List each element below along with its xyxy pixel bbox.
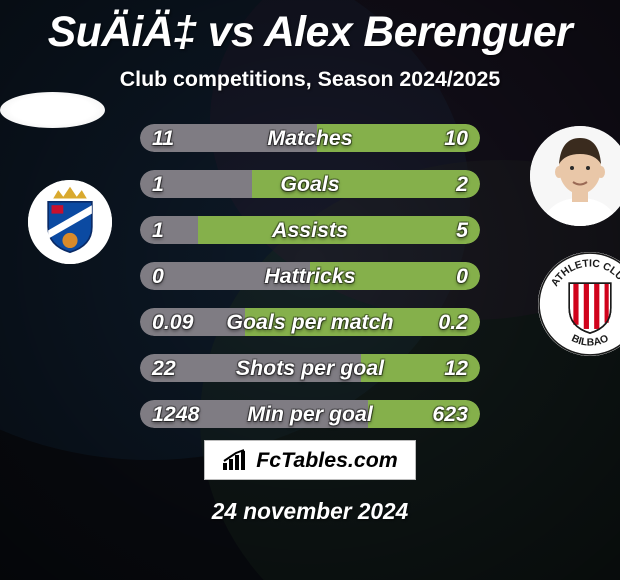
stat-label: Matches <box>140 124 480 152</box>
stat-value-right: 10 <box>444 124 468 152</box>
player-right-avatar <box>530 126 620 226</box>
fctables-logo-icon <box>222 449 250 471</box>
watermark-text: FcTables.com <box>256 448 397 473</box>
stats-container: Matches1110Goals12Assists15Hattricks00Go… <box>140 124 480 446</box>
stat-value-right: 5 <box>456 216 468 244</box>
stat-label: Goals <box>140 170 480 198</box>
stat-value-left: 1248 <box>152 400 199 428</box>
stat-row: Hattricks0 0 <box>140 262 480 290</box>
stat-value-left: 22 <box>152 354 176 382</box>
stat-row: Matches11 10 <box>140 124 480 152</box>
stat-value-right: 0 <box>456 262 468 290</box>
player-left-club-badge <box>28 180 112 264</box>
watermark-box: FcTables.com <box>204 440 416 480</box>
stat-value-right: 0.2 <box>438 308 468 336</box>
subtitle: Club competitions, Season 2024/2025 <box>0 67 620 92</box>
stat-row: Shots per goal22 12 <box>140 354 480 382</box>
stat-row: Min per goal1248623 <box>140 400 480 428</box>
player-right-club-badge: ATHLETIC CLUB BILBAO <box>538 252 620 356</box>
page-title: SuÄiÄ‡ vs Alex Berenguer <box>0 0 620 57</box>
date-label: 24 november 2024 <box>0 498 620 525</box>
stat-row: Assists1 5 <box>140 216 480 244</box>
stat-value-left: 1 <box>152 216 164 244</box>
stat-value-right: 2 <box>456 170 468 198</box>
player-left-avatar <box>0 92 105 128</box>
content-root: SuÄiÄ‡ vs Alex Berenguer Club competitio… <box>0 0 620 580</box>
stat-value-right: 12 <box>444 354 468 382</box>
stat-value-left: 11 <box>152 124 174 152</box>
stat-value-right: 623 <box>432 400 468 428</box>
stat-label: Assists <box>140 216 480 244</box>
stat-value-left: 1 <box>152 170 164 198</box>
stat-value-left: 0.09 <box>152 308 194 336</box>
stat-label: Shots per goal <box>140 354 480 382</box>
stat-row: Goals1 2 <box>140 170 480 198</box>
stat-label: Hattricks <box>140 262 480 290</box>
stat-value-left: 0 <box>152 262 164 290</box>
stat-row: Goals per match0.090.2 <box>140 308 480 336</box>
